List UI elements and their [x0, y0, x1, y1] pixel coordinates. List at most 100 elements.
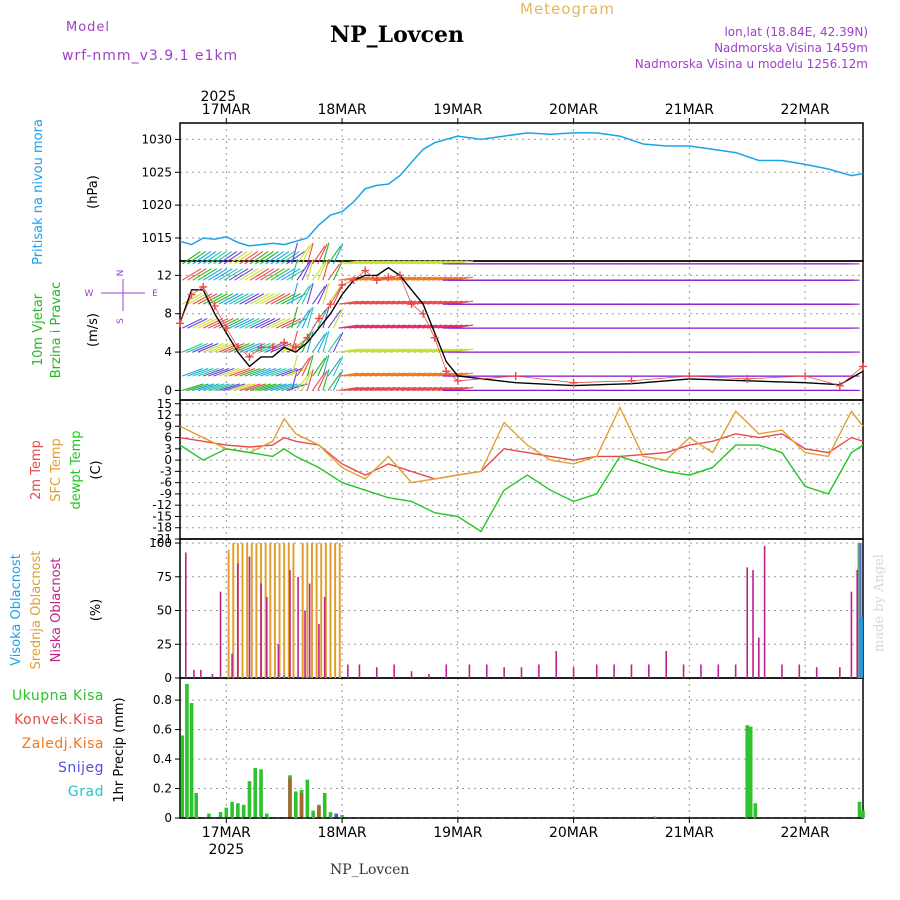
wind-arrow	[369, 300, 390, 305]
pressure-line	[179, 132, 864, 247]
wind-arrow	[187, 268, 207, 281]
wind-arrow	[411, 348, 432, 353]
wind-arrow	[244, 250, 264, 265]
wind-arrow	[401, 348, 422, 353]
precip-total-bar	[247, 781, 252, 818]
wind-arrow	[332, 284, 344, 305]
wind-arrow	[411, 276, 432, 281]
wind-arrow	[265, 383, 287, 391]
wind-arrow	[270, 342, 292, 353]
precip-snow-bar	[334, 813, 339, 818]
wind-arrow	[348, 348, 370, 353]
wind-arrow	[249, 367, 271, 377]
model-name: wrf-nmm_v3.9.1 e1km	[62, 48, 239, 64]
wind-arrow	[239, 383, 261, 391]
precip-total-bar	[230, 801, 234, 818]
wind-arrow	[182, 383, 204, 391]
wind-arrow	[202, 250, 222, 265]
wind-arrow	[281, 293, 301, 305]
panel-frame	[179, 538, 864, 679]
y-tick-label: 0	[164, 383, 172, 397]
wind-arrow	[380, 386, 401, 391]
wind-arrow	[354, 386, 375, 391]
wind-arrow	[244, 367, 266, 377]
wind-arrow	[187, 293, 208, 305]
wind-arrow	[354, 300, 375, 305]
wind-arrow	[275, 293, 296, 305]
wind-arrow	[218, 250, 238, 265]
wind-arrow	[401, 276, 422, 281]
precip-legend-1: Konvek.Kisa	[14, 712, 104, 728]
precip-total-bar	[340, 815, 344, 818]
y-tick-label: 9	[164, 419, 172, 433]
wind-arrow	[437, 276, 458, 281]
top-day-label: 20MAR	[549, 102, 598, 118]
wind-arrow	[249, 250, 269, 265]
wind-arrow	[401, 372, 422, 377]
precip-legend-0: Ukupna Kisa	[12, 688, 104, 704]
wind-label-1: 10m Vjetar	[31, 293, 46, 366]
precip-total-bar	[861, 810, 865, 818]
wind-arrow	[354, 348, 375, 353]
wind-arrow	[416, 300, 437, 305]
wind-arrow	[260, 383, 282, 391]
wind-arrow	[249, 383, 272, 391]
wind-arrow	[239, 250, 259, 265]
wind-arrow	[348, 300, 370, 305]
wind-arrow	[234, 318, 255, 329]
wind-arrow	[421, 300, 443, 305]
wind-arrow	[228, 268, 249, 281]
wind-arrow	[380, 276, 401, 281]
wind-arrow	[338, 300, 359, 305]
wind-arrow	[427, 348, 448, 353]
wind-arrow	[312, 285, 326, 305]
wind-arrow	[322, 258, 330, 281]
wind-arrow	[208, 383, 230, 391]
wind-arrow	[406, 386, 427, 391]
wind-arrow	[223, 318, 245, 329]
wind-arrow	[437, 348, 458, 353]
wind-arrow	[327, 245, 342, 265]
high-cloud-label: Visoka Oblacnost	[9, 554, 24, 666]
wind-arrow	[395, 386, 416, 391]
precip-total-bar	[265, 813, 269, 818]
wind-arrow	[286, 383, 308, 391]
wind-arrow	[359, 324, 380, 329]
y-tick-label: 3	[164, 442, 172, 456]
wind-arrow	[306, 354, 314, 377]
elevation: Nadmorska Visina 1459m	[714, 41, 868, 55]
wind-arrow	[374, 348, 396, 353]
panel-frame	[179, 260, 864, 401]
wind-arrow	[427, 300, 448, 305]
wind-arrow	[306, 369, 314, 391]
wind-arrow	[265, 367, 287, 377]
bottom-day-label: 22MAR	[781, 825, 830, 841]
wind-arrow	[322, 369, 330, 391]
wind-arrow	[228, 250, 248, 265]
wind-arrow	[364, 324, 385, 329]
wind-arrow	[223, 293, 244, 305]
wind-arrow	[312, 333, 326, 353]
bottom-day-label: 19MAR	[433, 825, 482, 841]
wind-arrow	[296, 285, 310, 305]
pressure-label: Pritisak na nivou mora	[31, 119, 46, 265]
wind-arrow	[432, 276, 453, 281]
y-tick-label: 0.8	[153, 693, 172, 707]
compass-east: E	[152, 289, 158, 299]
wind-arrow	[427, 372, 448, 377]
wind-arrow	[421, 260, 443, 265]
wind-arrow	[280, 250, 300, 265]
wind-arrow	[364, 386, 385, 391]
precip-total-bar	[745, 725, 750, 818]
precip-total-bar	[207, 813, 211, 818]
credit: made by Angel	[872, 554, 887, 652]
wind-arrow	[322, 282, 330, 305]
wind-arrow	[239, 293, 260, 305]
wind-arrow	[416, 260, 437, 265]
wind-arrow	[395, 300, 416, 305]
wind-arrow	[286, 250, 305, 265]
compass-west: W	[85, 289, 94, 299]
wind-arrow	[265, 293, 286, 305]
wind-arrow	[234, 367, 256, 377]
